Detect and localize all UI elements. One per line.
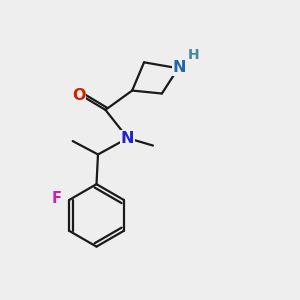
Text: N: N bbox=[173, 60, 187, 75]
Text: H: H bbox=[187, 48, 199, 62]
Text: O: O bbox=[72, 88, 86, 103]
Text: F: F bbox=[52, 191, 62, 206]
Text: N: N bbox=[121, 130, 134, 146]
